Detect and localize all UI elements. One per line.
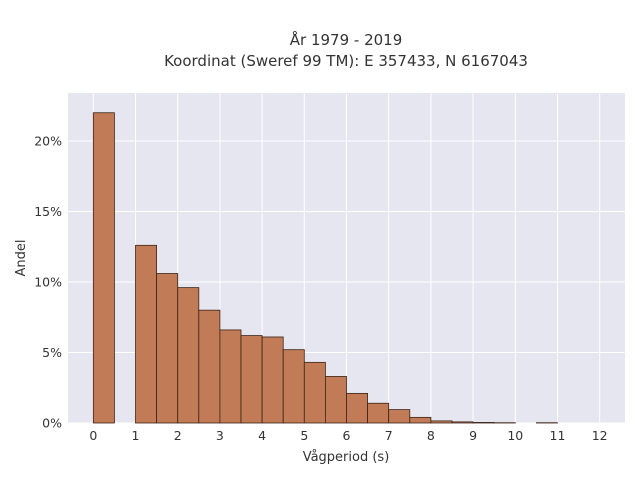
histogram-bar [473,422,494,423]
x-tick-label: 1 [132,428,140,443]
x-tick-label: 2 [174,428,182,443]
x-tick-label: 8 [427,428,435,443]
x-tick-label: 11 [550,428,566,443]
histogram-bar [220,330,241,423]
histogram-bar [178,288,199,423]
histogram-bar [304,362,325,423]
x-tick-label: 6 [343,428,351,443]
histogram-bar [199,310,220,423]
x-tick-label: 0 [89,428,97,443]
histogram-bar [389,410,410,423]
chart-title-line-1: År 1979 - 2019 [290,30,403,49]
x-tick-label: 7 [385,428,393,443]
y-tick-label: 0% [42,416,62,431]
x-tick-label: 9 [469,428,477,443]
x-tick-label: 4 [258,428,266,443]
x-tick-label: 5 [300,428,308,443]
y-tick-label: 20% [34,133,62,148]
histogram-bar [452,422,473,423]
chart-title-line-2: Koordinat (Sweref 99 TM): E 357433, N 61… [164,52,528,70]
histogram-bar [325,376,346,423]
histogram-bar [241,336,262,423]
histogram-bar [157,274,178,423]
histogram-bar [136,245,157,423]
histogram-bar [262,337,283,423]
x-tick-label: 12 [592,428,608,443]
y-axis-label: Andel [14,240,29,277]
histogram-bar [410,417,431,423]
histogram-bar [347,393,368,423]
x-tick-label: 3 [216,428,224,443]
y-tick-label: 15% [34,204,62,219]
histogram-bar [368,403,389,423]
histogram-bar [93,113,114,423]
histogram-bar [283,350,304,423]
x-axis-label: Vågperiod (s) [303,450,390,465]
y-tick-label: 5% [42,345,62,360]
histogram-bar [431,421,452,423]
x-tick-label: 10 [507,428,523,443]
y-tick-label: 10% [34,274,62,289]
